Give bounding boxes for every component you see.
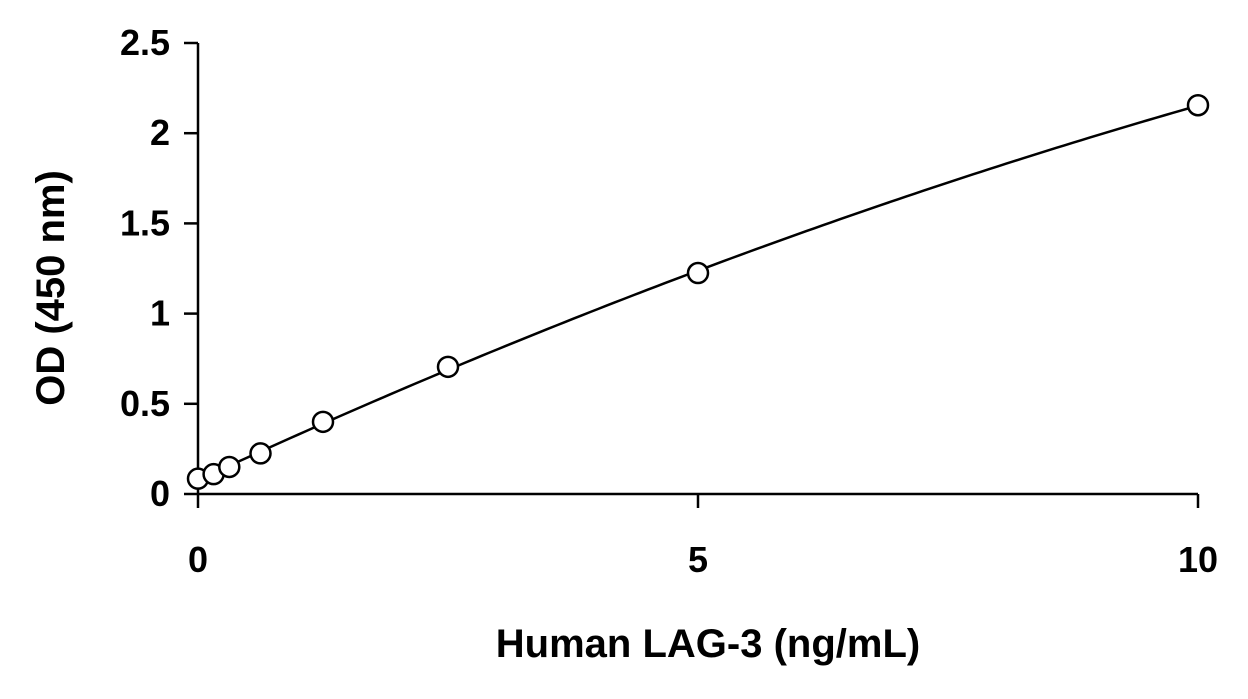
y-tick-label: 0.5 [120, 383, 170, 424]
fit-curve [197, 104, 1199, 482]
y-tick-label: 2.5 [120, 22, 170, 63]
y-tick-label: 1 [150, 293, 170, 334]
data-points-layer [186, 93, 1210, 490]
y-tick-label: 0 [150, 473, 170, 514]
data-point [218, 455, 241, 479]
x-tick-label: 0 [188, 539, 208, 580]
y-axis-title: OD (450 nm) [29, 170, 73, 406]
y-axis: 0 0.5 1 1.5 2 2.5 [120, 22, 200, 514]
data-point [249, 442, 272, 465]
x-axis: 0 5 10 [188, 492, 1218, 580]
x-axis-title: Human LAG-3 (ng/mL) [496, 622, 920, 666]
y-tick-label: 2 [150, 112, 170, 153]
x-tick-label: 10 [1178, 539, 1218, 580]
data-point [686, 261, 710, 285]
data-point [1186, 93, 1210, 117]
data-point [311, 410, 335, 434]
fit-curve-layer [197, 104, 1199, 482]
x-tick-label: 5 [688, 539, 708, 580]
y-tick-label: 1.5 [120, 202, 170, 243]
data-point [436, 355, 460, 379]
